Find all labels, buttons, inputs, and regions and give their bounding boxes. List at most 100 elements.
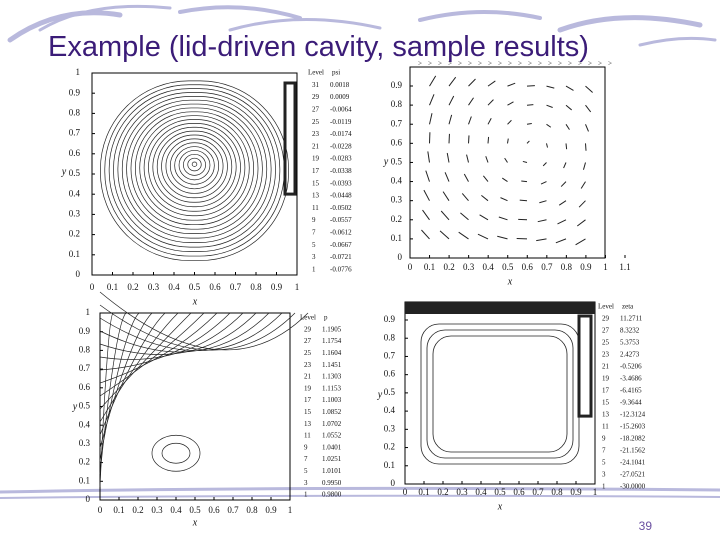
velocity-vector xyxy=(442,191,450,201)
velocity-vector xyxy=(446,152,450,163)
y-tick-label: 0.9 xyxy=(69,87,81,97)
x-tick-label: 0.7 xyxy=(541,262,553,272)
y-tick-label: 0.2 xyxy=(391,214,402,224)
velocity-vector xyxy=(468,97,474,106)
y-tick-label: 0.2 xyxy=(79,457,90,467)
x-tick-label: 0.8 xyxy=(551,487,563,497)
y-tick-label: 0.3 xyxy=(384,423,396,433)
contour-line xyxy=(187,157,202,172)
legend-value: -6.4165 xyxy=(620,387,642,395)
legend-value: -0.5206 xyxy=(620,363,642,371)
x-tick-label: 0.1 xyxy=(418,487,429,497)
y-tick-label: 0.4 xyxy=(384,405,396,415)
legend-level: 23 xyxy=(304,361,312,369)
velocity-vector xyxy=(537,219,547,223)
legend-value: -0.0557 xyxy=(330,216,352,224)
legend-value: 8.3232 xyxy=(620,327,640,335)
legend-level: 3 xyxy=(312,253,316,261)
legend-value: -0.0174 xyxy=(330,130,352,138)
x-tick-label: 0 xyxy=(90,282,95,292)
legend-level: 5 xyxy=(602,459,606,467)
contour-line xyxy=(99,291,309,351)
legend-header: zeta xyxy=(622,303,634,311)
lid-arrow: > xyxy=(598,60,602,68)
y-tick-label: 0.5 xyxy=(384,387,396,397)
legend-level: 13 xyxy=(304,420,312,428)
lid-arrow: > xyxy=(438,60,442,68)
velocity-vector xyxy=(458,231,469,240)
y-tick-label: 0.8 xyxy=(391,99,403,109)
legend-level: 19 xyxy=(312,155,320,163)
lid-arrow: > xyxy=(508,60,512,68)
velocity-vector xyxy=(585,85,593,93)
lid-arrow: > xyxy=(488,60,492,68)
x-tick-label: 0.5 xyxy=(502,262,514,272)
contour-line xyxy=(117,95,272,243)
legend-value: -0.0228 xyxy=(330,142,352,150)
y-tick-label: 0.3 xyxy=(79,438,91,448)
legend-header: Level xyxy=(300,314,316,322)
y-axis-label: y xyxy=(72,401,78,412)
slide-title: Example (lid-driven cavity, sample resul… xyxy=(48,31,589,63)
contour-line xyxy=(191,161,198,167)
x-tick-label: 0.2 xyxy=(437,487,448,497)
legend-value: 1.1905 xyxy=(322,325,342,333)
legend-level: 21 xyxy=(304,373,312,381)
contour-line xyxy=(165,138,224,194)
plot-frame xyxy=(404,301,596,485)
plot-panel: 0 0.1 0.2 0.3 0.4 0.5 0.6 0.7 0.8 0.9 1 0 0.1 0.2 0.3 0… xyxy=(377,301,646,512)
legend-level: 7 xyxy=(602,447,606,455)
contour-line xyxy=(113,92,276,248)
plots: 0 0.1 0.2 0.3 0.4 0.5 0.6 0.7 0.8 0.9 100.10.20.30… xyxy=(61,60,646,529)
contour-line xyxy=(99,312,270,353)
velocity-vector xyxy=(526,122,532,125)
x-tick-label: 0.7 xyxy=(227,505,239,515)
lid-arrow: > xyxy=(478,60,482,68)
velocity-vector xyxy=(565,104,572,111)
legend-value: 1.0852 xyxy=(322,408,342,416)
legend-level: 7 xyxy=(312,229,316,237)
legend-level: 3 xyxy=(602,471,606,479)
legend-level: 9 xyxy=(602,435,606,443)
contour-line xyxy=(99,312,140,462)
velocity-vector xyxy=(585,124,589,132)
legend-level: 1 xyxy=(602,483,606,491)
legend-value: -21.1562 xyxy=(620,447,646,455)
legend-value: 1.1303 xyxy=(322,373,342,381)
y-tick-label: 0.9 xyxy=(391,80,403,90)
legend-value: -0.0667 xyxy=(330,241,352,249)
contour-line xyxy=(99,312,192,410)
legend-value: 1.0702 xyxy=(322,420,342,428)
velocity-vector xyxy=(507,138,509,144)
velocity-vector xyxy=(526,140,530,144)
velocity-vector xyxy=(429,113,433,125)
legend-level: 29 xyxy=(602,315,610,323)
contour-line xyxy=(121,99,268,239)
lid-arrow: > xyxy=(458,60,462,68)
x-tick-label: 1.1 xyxy=(619,262,630,272)
x-tick-label: 0.7 xyxy=(532,487,544,497)
contour-line xyxy=(143,119,246,217)
contour-line xyxy=(99,312,179,423)
legend-value: -0.0721 xyxy=(330,253,352,261)
legend-level: 3 xyxy=(304,479,308,487)
legend-header: Level xyxy=(598,303,614,311)
x-tick-label: 0.8 xyxy=(250,282,262,292)
y-tick-label: 1 xyxy=(76,67,81,77)
velocity-vector xyxy=(425,170,430,182)
velocity-vector xyxy=(582,162,586,170)
legend-value: -0.0393 xyxy=(330,179,352,187)
legend-level: 21 xyxy=(312,142,320,150)
y-tick-label: 0.1 xyxy=(69,249,80,259)
plot-frame xyxy=(91,72,298,276)
y-tick-label: 0.1 xyxy=(384,460,395,470)
plot-panel: 0 0.1 0.2 0.3 0.4 0.5 0.6 0.7 0.8 0.9 1 1.1 0 0.1 0.2 0… xyxy=(383,60,631,288)
velocity-vector xyxy=(546,85,555,89)
y-tick-label: 0.9 xyxy=(79,326,91,336)
velocity-vector xyxy=(421,229,430,240)
lid-arrow: > xyxy=(428,60,432,68)
legend-value: -0.0283 xyxy=(330,155,352,163)
legend-value: -12.3124 xyxy=(620,411,646,419)
legend-value: 1.1604 xyxy=(322,349,342,357)
x-tick-label: 0.6 xyxy=(522,262,534,272)
